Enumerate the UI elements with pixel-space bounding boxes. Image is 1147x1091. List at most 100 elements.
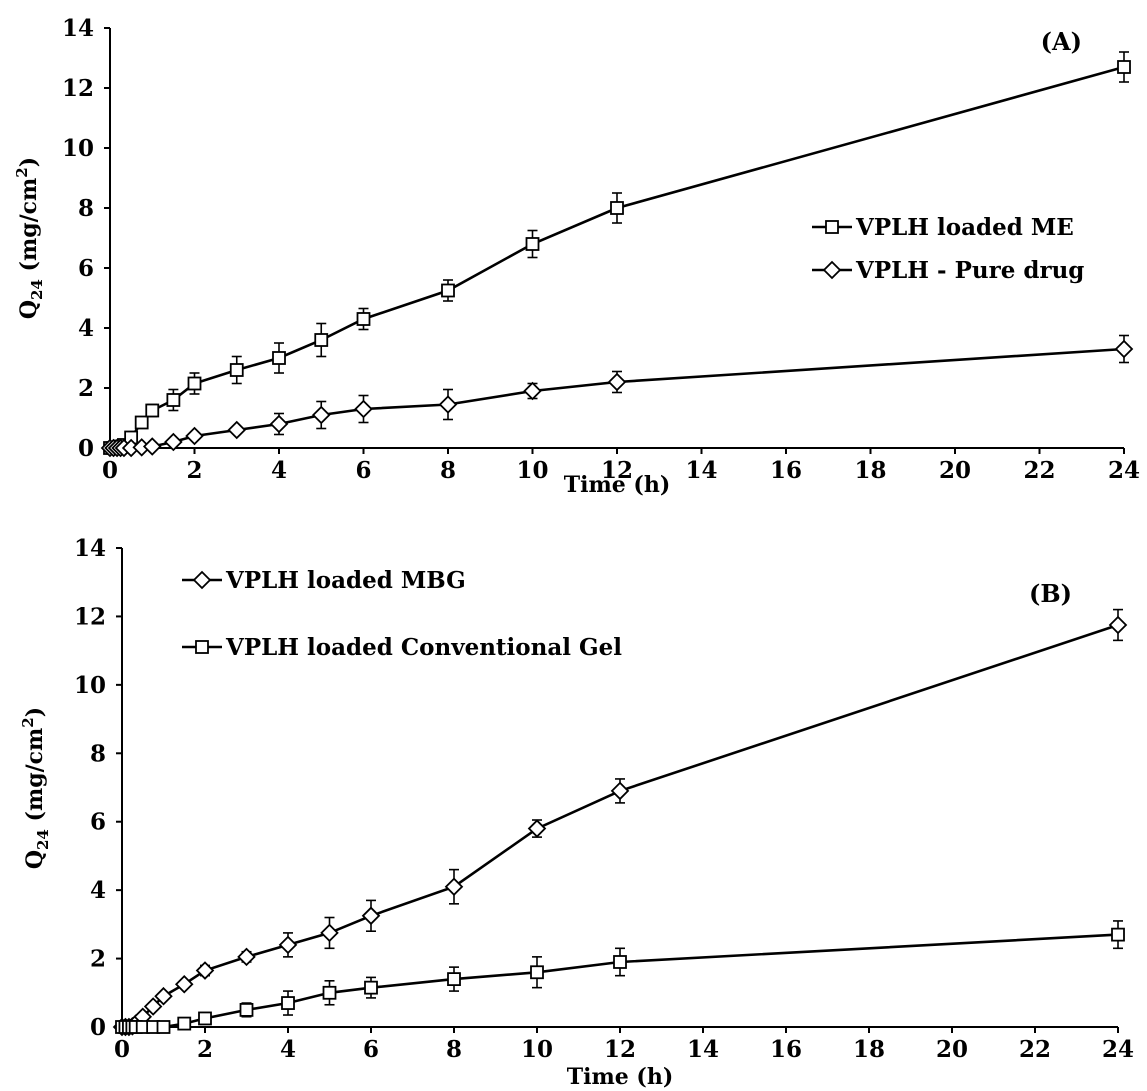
y-tick-label: 2	[90, 946, 106, 973]
panel-b-y-axis-title: Q24 (mg/cm2)	[19, 707, 52, 869]
panel-a-series	[100, 51, 1134, 458]
data-point	[322, 985, 337, 1000]
data-point	[525, 237, 540, 251]
y-tick-label: 4	[78, 315, 94, 342]
x-tick-label: 22	[1019, 1036, 1051, 1063]
y-tick-label: 0	[78, 435, 94, 462]
panel-b-x-axis-title: Time (h)	[567, 1064, 673, 1090]
x-tick-label: 20	[939, 457, 971, 484]
data-point	[143, 997, 163, 1016]
panel-b-ticks	[116, 547, 1119, 1033]
y-tick-label: 6	[78, 255, 94, 282]
panel-a-y-tick-labels: 0 2 4 6 8 10 12 14	[62, 15, 94, 462]
panel-b-x-tick-labels: 0 2 4 6 8 10 12 14 16 18 20 22 24	[114, 1036, 1134, 1063]
panel-a-legend-marker-1	[822, 260, 842, 280]
data-point	[447, 972, 461, 986]
x-tick-label: 2	[197, 1036, 213, 1063]
data-point	[272, 351, 286, 365]
data-point	[229, 363, 244, 377]
data-point	[1111, 927, 1125, 942]
panel-b-y-title-main: Q	[22, 850, 48, 869]
data-point	[164, 432, 183, 452]
y-tick-label: 0	[90, 1014, 106, 1041]
data-point	[1114, 339, 1134, 359]
panel-a-legend-item-0: VPLH loaded ME	[812, 214, 1074, 241]
panel-a-y-title-sup: 2	[13, 167, 31, 177]
panel-a-legend-label-0: VPLH loaded ME	[855, 214, 1074, 241]
panel-a-legend-item-1: VPLH - Pure drug	[812, 257, 1084, 284]
x-tick-label: 14	[687, 1036, 719, 1063]
x-tick-label: 0	[114, 1036, 130, 1063]
panel-a-legend-marker-0	[825, 220, 839, 234]
data-point	[361, 906, 381, 926]
panel-a-x-axis-title: Time (h)	[564, 472, 670, 498]
panel-b-legend-item-0: VPLH loaded MBG	[182, 567, 466, 594]
y-tick-label: 6	[90, 809, 106, 836]
x-tick-label: 18	[853, 1036, 885, 1063]
panel-b-legend-marker-0	[192, 570, 212, 590]
data-point	[444, 877, 464, 896]
panel-b-y-tick-labels: 0 2 4 6 8 10 12 14	[74, 535, 106, 1041]
panel-b-legend: VPLH loaded MBG VPLH loaded Conventional…	[182, 567, 622, 661]
data-point	[269, 414, 289, 434]
data-point	[441, 283, 455, 298]
panel-a-y-title-unit: (mg/cm	[16, 178, 42, 279]
y-tick-label: 4	[90, 877, 106, 904]
panel-b-y-title-sup: 2	[19, 717, 37, 727]
data-point	[145, 403, 160, 418]
data-point	[530, 965, 544, 980]
panel-b-legend-label-0: VPLH loaded MBG	[225, 567, 466, 594]
data-point	[1108, 615, 1128, 635]
panel-a-legend-label-1: VPLH - Pure drug	[855, 257, 1084, 284]
x-tick-label: 10	[516, 457, 548, 484]
panel-b-legend-marker-1	[195, 640, 209, 654]
panel-b-legend-label-1: VPLH loaded Conventional Gel	[225, 634, 622, 661]
y-tick-label: 14	[62, 15, 94, 42]
x-tick-label: 0	[102, 457, 118, 484]
panel-a-legend: VPLH loaded ME VPLH - Pure drug	[812, 214, 1084, 284]
panel-a-y-title-sub: 24	[28, 279, 46, 300]
data-point	[438, 395, 458, 414]
data-point	[281, 996, 295, 1010]
x-tick-label: 20	[936, 1036, 968, 1063]
data-point	[237, 947, 256, 967]
x-tick-label: 2	[186, 457, 202, 484]
data-point	[311, 405, 331, 425]
series-0	[103, 51, 1131, 455]
data-point	[320, 923, 339, 943]
y-tick-label: 10	[74, 672, 106, 699]
panel-b-y-title-unit: (mg/cm	[22, 728, 48, 829]
y-tick-label: 12	[74, 603, 106, 630]
x-tick-label: 8	[440, 457, 456, 484]
y-tick-label: 8	[90, 740, 106, 767]
y-tick-label: 14	[74, 535, 106, 562]
data-point	[142, 437, 162, 456]
x-tick-label: 16	[770, 457, 802, 484]
x-tick-label: 6	[355, 457, 371, 484]
data-point	[156, 1020, 171, 1034]
data-point	[278, 935, 298, 955]
data-point	[154, 986, 173, 1006]
panel-b-series	[112, 608, 1128, 1037]
x-tick-label: 12	[604, 1036, 636, 1063]
y-tick-label: 10	[62, 135, 94, 162]
panel-b-y-title-close: )	[22, 707, 48, 717]
data-point	[187, 376, 202, 391]
data-point	[610, 201, 624, 215]
series-1	[115, 920, 1125, 1034]
x-tick-label: 22	[1023, 457, 1055, 484]
data-point	[314, 333, 329, 347]
data-point	[239, 1002, 254, 1017]
data-point	[166, 393, 181, 407]
x-tick-label: 6	[363, 1036, 379, 1063]
series-1	[100, 334, 1134, 458]
x-tick-label: 24	[1102, 1036, 1134, 1063]
data-point	[523, 381, 542, 401]
data-point	[195, 961, 215, 980]
data-point	[354, 399, 373, 419]
x-tick-label: 4	[280, 1036, 296, 1063]
data-point	[134, 415, 149, 430]
